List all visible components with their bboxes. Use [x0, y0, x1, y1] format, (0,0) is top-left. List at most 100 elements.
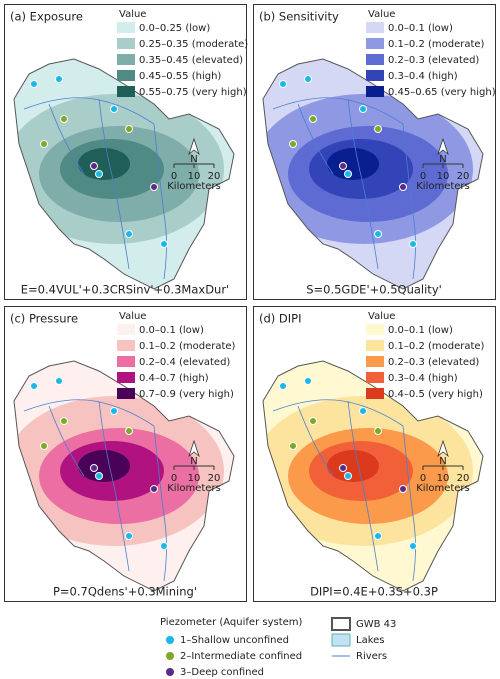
- legend-swatch: [117, 22, 135, 33]
- scale-label: 10: [188, 171, 201, 182]
- formula: E=0.4VUL'+0.3CRSinv'+0.3MaxDur': [21, 283, 229, 297]
- panel-title: (d) DIPI: [259, 312, 302, 326]
- river: [347, 98, 379, 270]
- region-outline: [262, 58, 484, 290]
- river: [402, 425, 416, 582]
- piezometer: [55, 75, 63, 83]
- piezometer: [40, 442, 48, 450]
- legend-swatch: [366, 324, 384, 335]
- legend-label: 0.0–0.25 (low): [139, 23, 210, 34]
- piezometer: [304, 75, 312, 83]
- scale-unit: Kilometers: [167, 483, 221, 494]
- formula: DIPI=0.4E+0.3S+0.3P: [310, 585, 438, 599]
- legend-title: Value: [368, 311, 395, 322]
- river: [297, 405, 334, 477]
- value-zone: [78, 450, 130, 482]
- river: [347, 400, 379, 572]
- legend-label: 0.1–0.2 (moderate): [139, 341, 236, 352]
- legend-label: 0.2–0.3 (elevated): [388, 357, 479, 368]
- legend-label: 3–Deep confined: [180, 667, 264, 678]
- piezometer: [344, 170, 352, 178]
- legend-heading: Piezometer (Aquifer system): [160, 617, 303, 628]
- piezometer: [60, 115, 68, 123]
- legend-swatch: [366, 372, 384, 383]
- scale-label: 20: [457, 171, 470, 182]
- river: [98, 400, 130, 572]
- river: [153, 425, 167, 582]
- legend-label: 1–Shallow unconfined: [180, 635, 289, 646]
- piezometer: [339, 464, 347, 472]
- piezometer: [30, 80, 38, 88]
- piezometer: [150, 485, 158, 493]
- north-arrow: [188, 137, 200, 156]
- legend-swatch: [117, 38, 135, 49]
- legend-label: Lakes: [356, 635, 385, 646]
- legend-dot: [166, 652, 174, 660]
- piezometer: [125, 230, 133, 238]
- legend-symbol: [331, 633, 351, 647]
- legend-label: 0.2–0.3 (elevated): [388, 55, 479, 66]
- legend-swatch: [117, 70, 135, 81]
- legend-dot: [166, 636, 174, 644]
- river: [98, 98, 130, 270]
- legend-label: 0.45–0.65 (very high): [388, 87, 496, 98]
- river: [48, 405, 85, 477]
- river: [48, 103, 85, 175]
- piezometer: [95, 170, 103, 178]
- piezometer: [344, 472, 352, 480]
- piezometer: [30, 382, 38, 390]
- legend-title: Value: [368, 9, 395, 20]
- panel-title-bg: [5, 307, 103, 329]
- legend-swatch: [117, 340, 135, 351]
- piezometer: [374, 532, 382, 540]
- legend-label: 0.0–0.1 (low): [388, 23, 453, 34]
- legend-symbol: [331, 617, 351, 631]
- legend-swatch: [117, 372, 135, 383]
- legend-label: 0.7–0.9 (very high): [139, 389, 234, 400]
- legend-label: 2–Intermediate confined: [180, 651, 302, 662]
- legend-label: 0.35–0.45 (elevated): [139, 55, 243, 66]
- piezometer: [279, 80, 287, 88]
- river: [272, 97, 404, 125]
- legend-label: 0.0–0.1 (low): [139, 325, 204, 336]
- piezometer: [55, 377, 63, 385]
- piezometer: [409, 240, 417, 248]
- piezometer: [150, 183, 158, 191]
- scale-unit: Kilometers: [416, 181, 470, 192]
- piezometer: [339, 162, 347, 170]
- piezometer: [40, 140, 48, 148]
- region-outline: [13, 58, 235, 290]
- piezometer: [309, 417, 317, 425]
- legend-swatch: [117, 388, 135, 399]
- legend-label: 0.2–0.4 (elevated): [139, 357, 230, 368]
- legend-swatch: [117, 54, 135, 65]
- piezometer: [110, 407, 118, 415]
- legend-label: 0.25–0.35 (moderate): [139, 39, 248, 50]
- river: [23, 399, 155, 427]
- legend-label: 0.3–0.4 (high): [388, 373, 458, 384]
- scale-unit: Kilometers: [167, 181, 221, 192]
- north-arrow: [188, 439, 200, 458]
- piezometer: [374, 230, 382, 238]
- piezometer: [304, 377, 312, 385]
- north-arrow: [437, 439, 449, 458]
- north-label: N: [190, 456, 197, 467]
- piezometer: [60, 417, 68, 425]
- scale-label: 10: [188, 473, 201, 484]
- legend-swatch: [366, 356, 384, 367]
- piezometer: [95, 472, 103, 480]
- piezometer: [125, 125, 133, 133]
- legend-label: 0.0–0.1 (low): [388, 325, 453, 336]
- region-outline: [262, 360, 484, 592]
- legend-swatch: [117, 324, 135, 335]
- river: [297, 103, 334, 175]
- legend-label: GWB 43: [356, 619, 396, 630]
- figure-legend: Piezometer (Aquifer system) 1–Shallow unc…: [160, 617, 396, 678]
- north-arrow: [437, 137, 449, 156]
- river: [23, 97, 155, 125]
- legend-swatch: [366, 86, 384, 97]
- panel-title-bg: [254, 307, 352, 329]
- legend-label: 0.1–0.2 (moderate): [388, 341, 485, 352]
